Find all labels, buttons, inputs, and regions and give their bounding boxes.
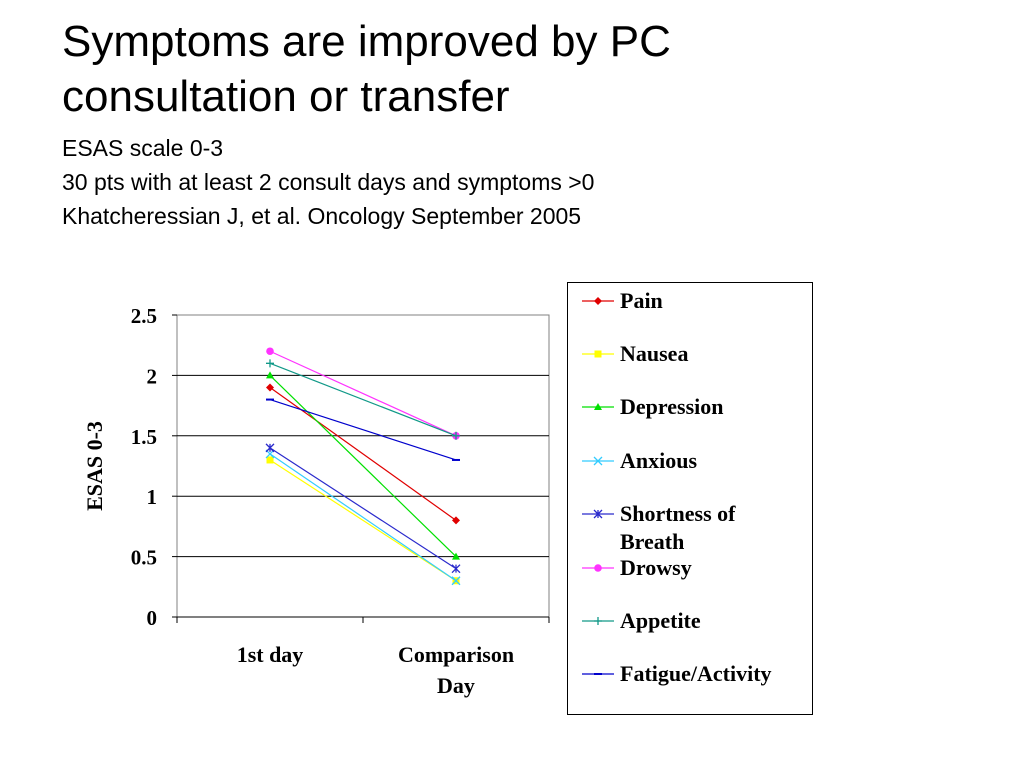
y-tick-label: 0.5: [131, 546, 157, 570]
legend-label-line: Pain: [620, 288, 663, 313]
legend-swatch: [582, 456, 614, 466]
x-tick-label: 1st day: [237, 642, 304, 667]
series-line: [269, 447, 457, 570]
legend-label-line: Shortness of: [620, 501, 736, 526]
legend-label-line: Drowsy: [620, 555, 692, 580]
slide-title-line: consultation or transfer: [62, 72, 510, 121]
y-tick-label: 1: [147, 485, 158, 509]
series-line: [269, 453, 457, 582]
legend-label: Shortness of Breath: [620, 500, 810, 556]
slide-title: Symptoms are improved by PC consultation…: [62, 14, 962, 124]
legend-swatch: [582, 509, 614, 519]
legend-item: Drowsy: [568, 554, 814, 602]
legend-swatch: [582, 564, 614, 572]
data-point: [265, 443, 275, 453]
data-point: [266, 347, 274, 356]
series-line: [269, 362, 457, 437]
data-point: [266, 456, 274, 464]
y-axis-label: ESAS 0-3: [82, 421, 107, 511]
series-line: [269, 350, 457, 437]
legend-label: Pain: [620, 287, 810, 315]
legend-marker: [593, 509, 603, 519]
legend-swatch: [582, 297, 614, 305]
data-point: [266, 371, 274, 379]
legend-swatch: [582, 350, 614, 358]
legend-swatch: [582, 403, 614, 410]
data-point: [452, 552, 460, 560]
data-point: [451, 576, 461, 586]
series-depression: [266, 371, 460, 560]
legend-label: Anxious: [620, 447, 810, 475]
y-tick-label: 0: [147, 606, 158, 630]
slide-subtitle: ESAS scale 0-3 30 pts with at least 2 co…: [62, 131, 962, 233]
legend-label: Fatigue/Activity: [620, 660, 810, 688]
legend-label-line: Fatigue/Activity: [620, 661, 772, 686]
legend-marker: [594, 350, 602, 358]
series-line: [269, 386, 457, 521]
legend-label-line: Nausea: [620, 341, 689, 366]
legend-marker: [594, 617, 602, 625]
series-drowsy: [266, 347, 460, 440]
series-appetite: [266, 359, 460, 440]
y-tick-label: 2.5: [131, 304, 157, 328]
legend-label: Drowsy: [620, 554, 810, 582]
legend-item: Shortness of Breath: [568, 500, 814, 554]
legend-label: Depression: [620, 393, 810, 421]
data-point: [451, 564, 461, 574]
series-line: [269, 398, 457, 461]
series-shortness-of-breath: [265, 443, 461, 574]
legend-swatch: [582, 673, 614, 675]
legend-marker: [594, 403, 602, 410]
data-point: [452, 431, 460, 440]
legend-label: Nausea: [620, 340, 810, 368]
legend-label-line: Appetite: [620, 608, 701, 633]
legend-item: Anxious: [568, 447, 814, 495]
legend-label-line: Breath: [620, 529, 685, 554]
y-tick-label: 2: [147, 364, 158, 388]
subtitle-line: 30 pts with at least 2 consult days and …: [62, 169, 595, 195]
legend-marker: [593, 456, 603, 466]
legend-item: Pain: [568, 287, 814, 335]
series-fatigue-activity: [266, 398, 460, 461]
legend-item: Nausea: [568, 340, 814, 388]
series-nausea: [266, 456, 460, 585]
chart-legend: Pain Nausea Depression Anxious Shortness of B…: [567, 282, 813, 715]
data-point: [266, 383, 274, 392]
legend-marker: [594, 297, 602, 305]
series-pain: [266, 383, 460, 525]
legend-item: Fatigue/Activity: [568, 660, 814, 708]
y-tick-label: 1.5: [131, 425, 157, 449]
legend-label: Appetite: [620, 607, 810, 635]
legend-label-line: Depression: [620, 394, 724, 419]
series-line: [269, 459, 457, 582]
series-line: [269, 374, 457, 558]
slide-title-line: Symptoms are improved by PC: [62, 17, 671, 66]
legend-marker: [594, 564, 602, 572]
data-point: [266, 359, 274, 368]
subtitle-line: ESAS scale 0-3: [62, 135, 224, 161]
x-tick-label: Day: [437, 673, 475, 698]
data-point: [452, 516, 460, 525]
legend-item: Depression: [568, 393, 814, 441]
x-tick-label: Comparison: [398, 642, 514, 667]
subtitle-line: Khatcheressian J, et al. Oncology Septem…: [62, 203, 582, 229]
legend-swatch: [582, 617, 614, 625]
legend-label-line: Anxious: [620, 448, 698, 473]
legend-item: Appetite: [568, 607, 814, 655]
